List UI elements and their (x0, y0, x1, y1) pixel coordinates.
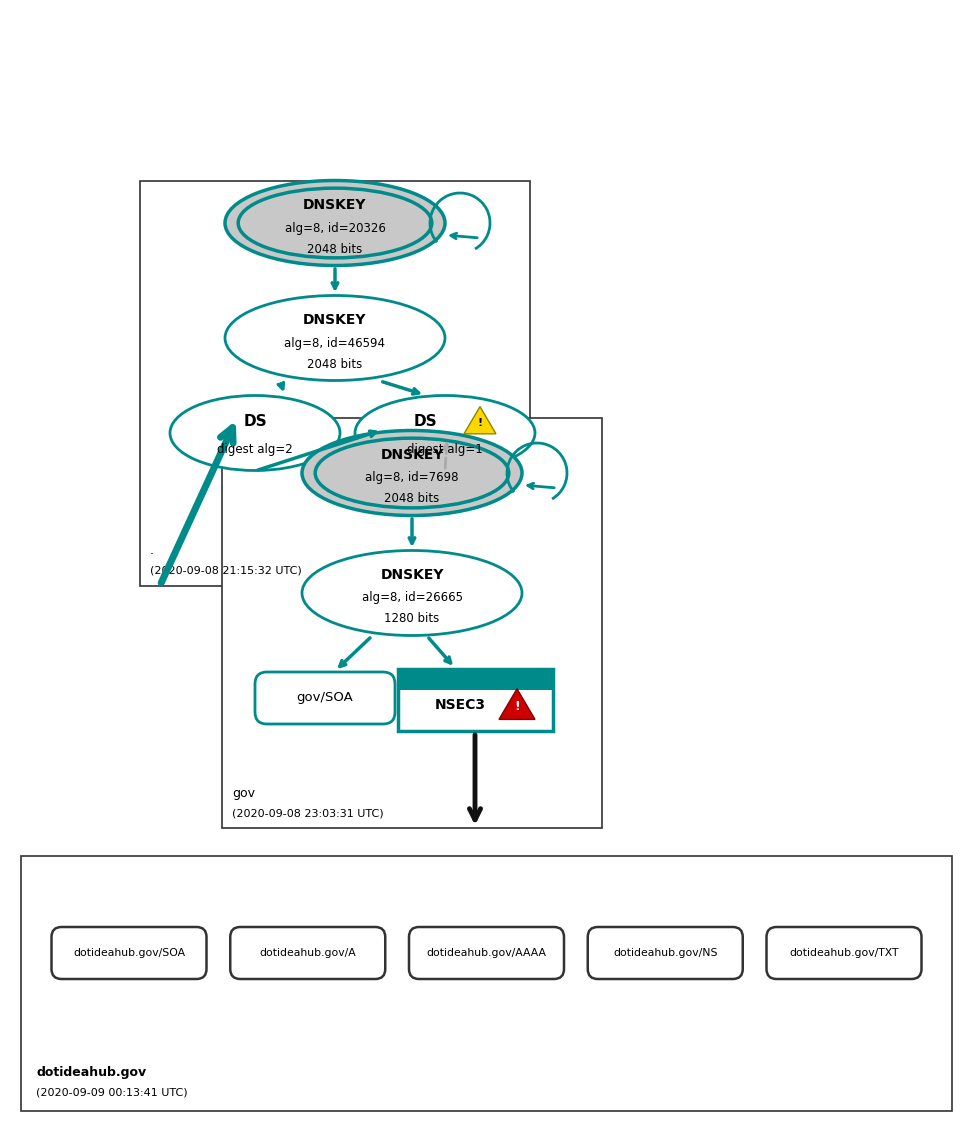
Text: gov: gov (232, 786, 255, 800)
Text: alg=8, id=26665: alg=8, id=26665 (362, 592, 462, 604)
Text: dotideahub.gov/SOA: dotideahub.gov/SOA (73, 948, 185, 958)
Bar (21, 856, 952, 1111)
Text: NSEC3: NSEC3 (435, 698, 486, 712)
Bar (398, 669, 553, 731)
Text: DS: DS (414, 413, 437, 429)
FancyBboxPatch shape (231, 927, 385, 979)
Text: 1280 bits: 1280 bits (384, 612, 440, 626)
Polygon shape (499, 688, 535, 719)
Ellipse shape (225, 296, 445, 380)
Text: digest alg=2: digest alg=2 (217, 443, 293, 455)
Bar (222, 418, 602, 828)
FancyBboxPatch shape (409, 927, 564, 979)
Ellipse shape (225, 181, 445, 265)
Text: DS: DS (243, 413, 267, 429)
Text: dotideahub.gov/NS: dotideahub.gov/NS (613, 948, 717, 958)
Text: alg=8, id=20326: alg=8, id=20326 (284, 222, 385, 234)
Polygon shape (464, 406, 496, 434)
FancyBboxPatch shape (255, 673, 395, 724)
Text: DNSKEY: DNSKEY (380, 448, 444, 462)
Text: dotideahub.gov/A: dotideahub.gov/A (260, 948, 356, 958)
Text: 2048 bits: 2048 bits (307, 357, 363, 371)
Ellipse shape (302, 551, 522, 635)
Text: dotideahub.gov/TXT: dotideahub.gov/TXT (789, 948, 899, 958)
Text: dotideahub.gov/AAAA: dotideahub.gov/AAAA (426, 948, 547, 958)
Text: gov/SOA: gov/SOA (297, 692, 353, 704)
Text: .: . (150, 544, 154, 556)
Text: (2020-09-09 00:13:41 UTC): (2020-09-09 00:13:41 UTC) (37, 1088, 188, 1097)
Text: !: ! (514, 700, 520, 714)
Text: (2020-09-08 21:15:32 UTC): (2020-09-08 21:15:32 UTC) (150, 566, 302, 576)
Bar (398, 668, 553, 690)
Text: alg=8, id=7698: alg=8, id=7698 (365, 471, 458, 485)
Bar (140, 181, 530, 585)
FancyBboxPatch shape (588, 927, 742, 979)
Text: 2048 bits: 2048 bits (307, 242, 363, 256)
Ellipse shape (302, 430, 522, 516)
Ellipse shape (355, 396, 535, 470)
Text: 2048 bits: 2048 bits (384, 493, 440, 505)
Text: dotideahub.gov: dotideahub.gov (37, 1066, 147, 1079)
Text: digest alg=1: digest alg=1 (407, 443, 483, 455)
FancyBboxPatch shape (52, 927, 206, 979)
Text: (2020-09-08 23:03:31 UTC): (2020-09-08 23:03:31 UTC) (232, 808, 383, 818)
Text: !: ! (478, 418, 483, 428)
FancyBboxPatch shape (767, 927, 921, 979)
Ellipse shape (170, 396, 340, 470)
Text: DNSKEY: DNSKEY (304, 198, 367, 212)
Text: DNSKEY: DNSKEY (380, 568, 444, 582)
Text: alg=8, id=46594: alg=8, id=46594 (284, 337, 385, 349)
Text: DNSKEY: DNSKEY (304, 313, 367, 327)
